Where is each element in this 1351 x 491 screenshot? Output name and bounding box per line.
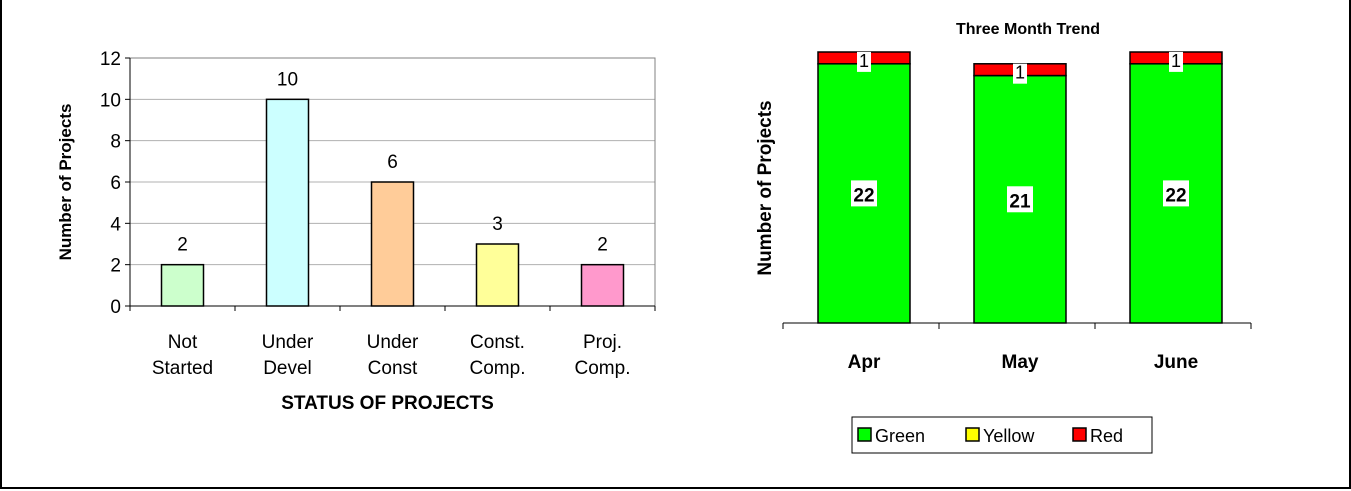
x-tick-label: Devel (263, 358, 312, 379)
data-label: 1 (1015, 63, 1025, 83)
x-tick-label: Proj. (583, 332, 622, 353)
y-tick-label: 2 (110, 256, 121, 277)
legend-label: Green (875, 426, 925, 446)
x-tick-label: May (1002, 352, 1039, 373)
y-tick-label: 4 (110, 214, 121, 235)
data-label-background (857, 51, 871, 72)
legend-swatch-yellow (965, 427, 980, 442)
chart-title: Three Month Trend (956, 21, 1100, 38)
legend-swatch-red (1072, 427, 1087, 442)
data-label: 1 (1171, 51, 1181, 71)
y-tick-label: 12 (100, 49, 121, 70)
legend-label: Red (1090, 426, 1123, 446)
data-label: 22 (1165, 185, 1186, 206)
y-tick-label: 8 (110, 132, 121, 153)
bar (265, 98, 310, 307)
data-label: 22 (853, 185, 874, 206)
data-label: 3 (492, 214, 503, 235)
bar (475, 243, 520, 307)
x-tick-label: Under (367, 332, 419, 353)
data-label: 21 (1009, 191, 1031, 212)
data-label-background (851, 180, 877, 207)
x-tick-label: Started (152, 358, 213, 379)
x-tick-label: Const (368, 358, 418, 379)
data-label-background (1013, 63, 1027, 84)
bar (160, 263, 205, 307)
y-tick-label: 6 (110, 173, 121, 194)
x-tick-label: Comp. (575, 358, 631, 379)
y-axis-title: Number of Projects (56, 104, 75, 261)
data-label-background (1163, 180, 1189, 207)
x-tick-label: Apr (848, 352, 881, 373)
x-tick-label: Under (262, 332, 314, 353)
data-label: 2 (177, 235, 188, 256)
bar (370, 181, 415, 307)
data-label: 10 (277, 69, 298, 90)
data-label-background (1007, 186, 1033, 213)
x-tick-label: Comp. (470, 358, 526, 379)
legend-swatch-green (857, 427, 872, 442)
y-axis-title: Number of Projects (755, 100, 776, 275)
x-axis-title: STATUS OF PROJECTS (281, 393, 494, 414)
data-label-background (1169, 51, 1183, 72)
bar (580, 263, 625, 307)
x-tick-label: Const. (470, 332, 525, 353)
data-label: 2 (597, 235, 608, 256)
data-label: 1 (859, 51, 869, 71)
x-tick-label: Not (168, 332, 198, 353)
data-label: 6 (387, 152, 398, 173)
y-tick-label: 0 (110, 297, 121, 318)
legend-label: Yellow (983, 426, 1035, 446)
legend-box (851, 416, 1153, 454)
x-tick-label: June (1154, 352, 1198, 373)
y-tick-label: 10 (100, 90, 121, 111)
